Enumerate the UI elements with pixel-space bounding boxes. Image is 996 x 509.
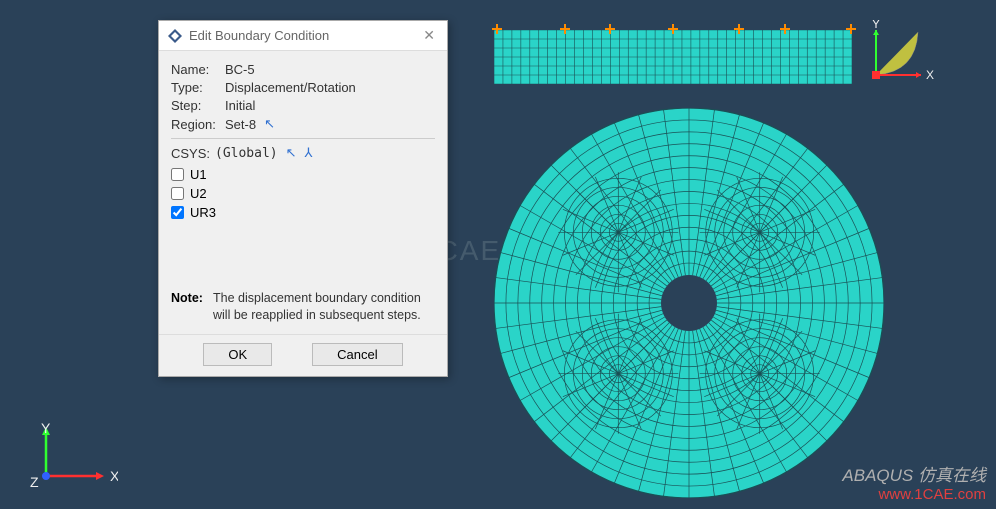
divider bbox=[171, 138, 435, 139]
dialog-titlebar[interactable]: Edit Boundary Condition ✕ bbox=[159, 21, 447, 51]
name-value: BC-5 bbox=[225, 62, 255, 77]
bc-marker bbox=[560, 24, 570, 34]
type-label: Type: bbox=[171, 80, 225, 95]
u1-label: U1 bbox=[190, 167, 207, 182]
create-csys-icon[interactable]: ⅄ bbox=[305, 145, 313, 161]
abaqus-viewport[interactable]: X Y X Y Z 1CAE ABAQUS 仿真在线 www.1CAE.com bbox=[0, 0, 996, 509]
edit-boundary-condition-dialog: Edit Boundary Condition ✕ Name: BC-5 Typ… bbox=[158, 20, 448, 377]
view-orientation-triad: X Y bbox=[866, 20, 936, 90]
rectangular-mesh bbox=[494, 30, 852, 84]
region-label: Region: bbox=[171, 117, 225, 132]
bc-marker bbox=[734, 24, 744, 34]
name-label: Name: bbox=[171, 62, 225, 77]
type-value: Displacement/Rotation bbox=[225, 80, 356, 95]
ur3-row[interactable]: UR3 bbox=[171, 205, 435, 220]
pick-csys-icon[interactable]: ↖ bbox=[286, 145, 297, 161]
csys-label: CSYS: bbox=[171, 146, 215, 161]
bc-marker bbox=[668, 24, 678, 34]
u1-row[interactable]: U1 bbox=[171, 167, 435, 182]
global-triad: X Y Z bbox=[28, 421, 108, 491]
pick-region-icon[interactable]: ↖ bbox=[264, 116, 275, 132]
region-value: Set-8 bbox=[225, 117, 256, 132]
step-label: Step: bbox=[171, 98, 225, 113]
bc-marker bbox=[492, 24, 502, 34]
dialog-buttons: OK Cancel bbox=[159, 334, 447, 376]
u2-label: U2 bbox=[190, 186, 207, 201]
step-value: Initial bbox=[225, 98, 255, 113]
circular-mesh bbox=[494, 108, 884, 498]
cancel-button[interactable]: Cancel bbox=[312, 343, 402, 366]
u2-checkbox[interactable] bbox=[171, 187, 184, 200]
abaqus-icon bbox=[167, 28, 183, 44]
bc-marker bbox=[780, 24, 790, 34]
svg-text:Y: Y bbox=[41, 421, 51, 436]
dialog-title: Edit Boundary Condition bbox=[189, 28, 419, 43]
bc-marker bbox=[846, 24, 856, 34]
u1-checkbox[interactable] bbox=[171, 168, 184, 181]
note-label: Note: bbox=[171, 290, 213, 324]
bc-marker bbox=[605, 24, 615, 34]
svg-text:Y: Y bbox=[872, 20, 880, 31]
svg-text:X: X bbox=[926, 68, 934, 82]
dialog-body: Name: BC-5 Type: Displacement/Rotation S… bbox=[159, 51, 447, 334]
u2-row[interactable]: U2 bbox=[171, 186, 435, 201]
ok-button[interactable]: OK bbox=[203, 343, 272, 366]
note-text: The displacement boundary condition will… bbox=[213, 290, 435, 324]
svg-text:X: X bbox=[110, 468, 118, 484]
close-icon[interactable]: ✕ bbox=[419, 27, 439, 44]
svg-text:Z: Z bbox=[30, 474, 39, 490]
csys-value: (Global) bbox=[215, 146, 278, 161]
ur3-label: UR3 bbox=[190, 205, 216, 220]
ur3-checkbox[interactable] bbox=[171, 206, 184, 219]
